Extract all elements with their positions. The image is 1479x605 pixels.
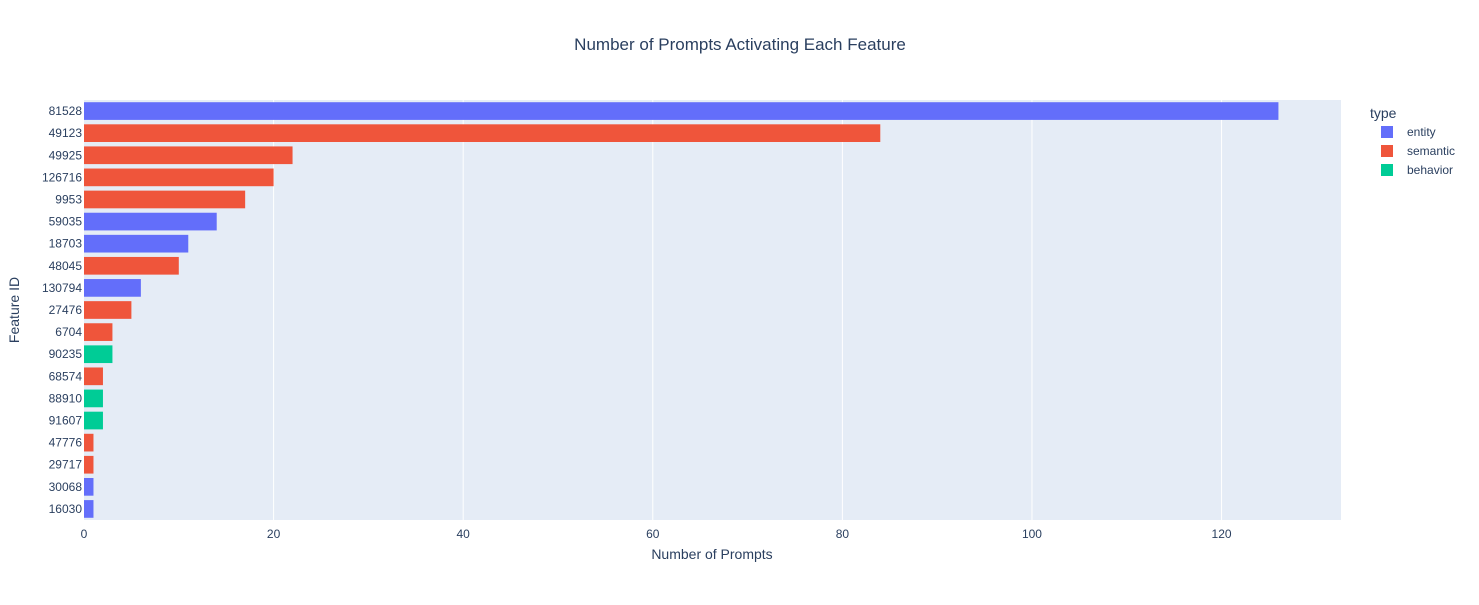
- y-tick-label: 6704: [55, 325, 82, 339]
- bar-48045[interactable]: [84, 256, 179, 275]
- bar-68574[interactable]: [84, 367, 103, 386]
- bar-16030[interactable]: [84, 500, 94, 518]
- x-axis-title: Number of Prompts: [651, 546, 772, 562]
- x-tick-label: 120: [1212, 527, 1232, 541]
- legend-title: type: [1370, 105, 1397, 121]
- y-tick-label: 126716: [42, 170, 82, 184]
- y-tick-label: 9953: [55, 192, 82, 206]
- legend-swatch: [1381, 126, 1393, 138]
- y-tick-label: 91607: [49, 414, 83, 428]
- bar-6704[interactable]: [84, 323, 113, 341]
- y-axis-ticks: 81528 49123 49925 126716 9953 59035 18703 48045…: [42, 104, 82, 516]
- plot-area: [84, 100, 1341, 520]
- y-tick-label: 30068: [49, 480, 83, 494]
- x-tick-label: 0: [81, 527, 88, 541]
- bar-29717[interactable]: [84, 455, 94, 474]
- bar-49925[interactable]: [84, 146, 293, 165]
- legend-label: entity: [1407, 125, 1436, 139]
- y-axis-title: Feature ID: [6, 277, 22, 343]
- y-tick-label: 90235: [49, 347, 83, 361]
- y-tick-label: 18703: [49, 237, 83, 251]
- y-tick-label: 88910: [49, 391, 83, 405]
- bar-59035[interactable]: [84, 212, 217, 231]
- bar-81528[interactable]: [84, 102, 1279, 120]
- legend-swatch: [1381, 164, 1393, 176]
- x-tick-label: 100: [1022, 527, 1042, 541]
- y-tick-label: 16030: [49, 502, 83, 516]
- legend-item-entity[interactable]: entity: [1381, 125, 1436, 139]
- bar-88910[interactable]: [84, 389, 103, 408]
- legend-items[interactable]: entity semantic behavior: [1381, 125, 1455, 177]
- y-tick-label: 48045: [49, 259, 83, 273]
- bar-9953[interactable]: [84, 190, 246, 209]
- legend-item-behavior[interactable]: behavior: [1381, 163, 1453, 177]
- y-tick-label: 49925: [49, 148, 83, 162]
- bar-47776[interactable]: [84, 433, 94, 452]
- y-tick-label: 59035: [49, 215, 83, 229]
- x-tick-label: 60: [646, 527, 660, 541]
- bar-18703[interactable]: [84, 234, 189, 253]
- y-tick-label: 29717: [49, 458, 83, 472]
- bar-90235[interactable]: [84, 345, 113, 364]
- bar-126716[interactable]: [84, 168, 274, 187]
- bar-91607[interactable]: [84, 411, 103, 430]
- bar-130794[interactable]: [84, 279, 141, 297]
- x-tick-label: 20: [267, 527, 281, 541]
- x-tick-label: 80: [836, 527, 850, 541]
- x-tick-label: 40: [457, 527, 471, 541]
- bars: [84, 102, 1279, 518]
- x-axis-ticks: 0 20 40 60 80 100 120: [81, 527, 1232, 541]
- legend-label: semantic: [1407, 144, 1455, 158]
- y-tick-label: 130794: [42, 281, 82, 295]
- y-tick-label: 49123: [49, 126, 83, 140]
- bar-49123[interactable]: [84, 124, 881, 142]
- y-tick-label: 81528: [49, 104, 83, 118]
- bar-30068[interactable]: [84, 478, 94, 496]
- legend[interactable]: type entity semantic behavior: [1370, 105, 1455, 177]
- bar-27476[interactable]: [84, 301, 132, 319]
- legend-item-semantic[interactable]: semantic: [1381, 144, 1455, 158]
- y-tick-label: 27476: [49, 303, 83, 317]
- legend-swatch: [1381, 145, 1393, 157]
- y-tick-label: 47776: [49, 436, 83, 450]
- y-tick-label: 68574: [49, 369, 83, 383]
- legend-label: behavior: [1407, 163, 1453, 177]
- chart-title: Number of Prompts Activating Each Featur…: [574, 35, 906, 54]
